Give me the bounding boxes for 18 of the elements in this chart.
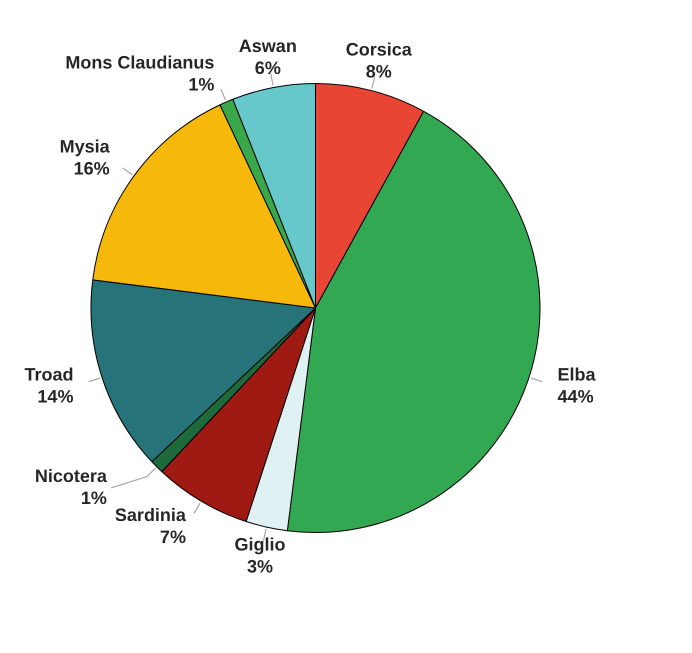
data-label: 6% [254, 58, 281, 78]
slice-label: Sardinia [114, 505, 187, 526]
slice-label: Corsica [346, 39, 413, 60]
data-label: 16% [74, 158, 110, 178]
slice-label: Nicotera [34, 466, 108, 486]
slice-label: Mons Claudianus [65, 52, 214, 72]
slice-label: Elba [558, 364, 597, 385]
slice-label: Aswan [238, 36, 297, 56]
data-label: 3% [246, 556, 273, 576]
slice-label: Troad [24, 364, 74, 385]
data-label: 1% [188, 74, 214, 94]
data-label: 1% [80, 488, 107, 508]
data-label: 14% [37, 386, 74, 407]
slice-label: Giglio [234, 534, 286, 554]
data-label: 44% [558, 386, 594, 407]
data-label: 8% [366, 61, 392, 82]
data-label: 7% [160, 527, 186, 548]
slice-label: Mysia [60, 136, 111, 156]
